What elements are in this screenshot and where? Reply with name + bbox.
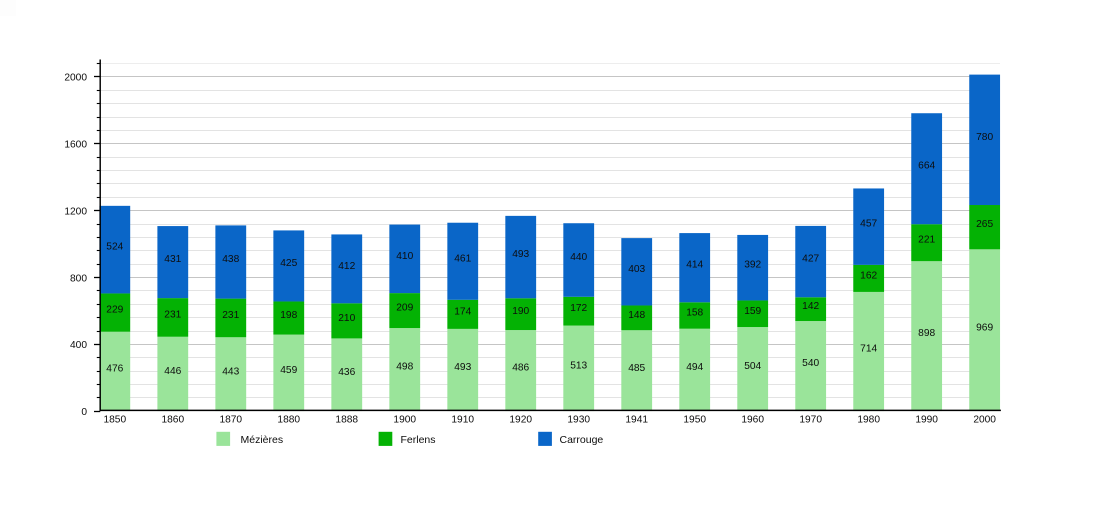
svg-text:493: 493: [512, 249, 529, 260]
svg-text:1880: 1880: [277, 414, 300, 425]
svg-text:443: 443: [222, 366, 239, 377]
svg-text:190: 190: [512, 306, 529, 317]
svg-text:Ferlens: Ferlens: [401, 434, 436, 446]
svg-text:198: 198: [280, 310, 297, 321]
svg-text:485: 485: [628, 363, 645, 374]
svg-text:446: 446: [164, 366, 181, 377]
svg-text:524: 524: [106, 242, 123, 253]
svg-text:1910: 1910: [451, 414, 474, 425]
svg-text:231: 231: [164, 309, 181, 320]
svg-text:221: 221: [918, 235, 935, 246]
svg-text:540: 540: [802, 358, 819, 369]
svg-text:425: 425: [280, 258, 297, 269]
svg-text:1970: 1970: [799, 414, 822, 425]
svg-text:431: 431: [164, 254, 181, 265]
svg-text:440: 440: [570, 252, 587, 263]
svg-text:2000: 2000: [64, 73, 87, 84]
svg-text:2000: 2000: [973, 414, 996, 425]
svg-text:438: 438: [222, 254, 239, 265]
svg-text:1850: 1850: [103, 414, 126, 425]
svg-text:493: 493: [454, 362, 471, 373]
svg-text:400: 400: [70, 340, 87, 351]
svg-text:229: 229: [106, 305, 123, 316]
svg-text:898: 898: [918, 328, 935, 339]
svg-text:148: 148: [628, 310, 645, 321]
svg-text:1200: 1200: [64, 206, 87, 217]
svg-text:1941: 1941: [625, 414, 648, 425]
svg-text:231: 231: [222, 310, 239, 321]
svg-text:476: 476: [106, 364, 123, 375]
svg-text:162: 162: [860, 270, 877, 281]
svg-text:1888: 1888: [335, 414, 358, 425]
svg-text:142: 142: [802, 301, 819, 312]
svg-text:427: 427: [802, 254, 819, 265]
svg-text:158: 158: [686, 308, 703, 319]
svg-text:1990: 1990: [915, 414, 938, 425]
svg-text:1950: 1950: [683, 414, 706, 425]
svg-text:461: 461: [454, 253, 471, 264]
svg-text:1960: 1960: [741, 414, 764, 425]
svg-text:412: 412: [338, 261, 355, 272]
svg-text:0: 0: [81, 407, 87, 418]
svg-text:498: 498: [396, 362, 413, 373]
svg-text:969: 969: [976, 322, 993, 333]
svg-text:209: 209: [396, 303, 413, 314]
svg-text:Carrouge: Carrouge: [560, 434, 604, 446]
svg-text:265: 265: [976, 219, 993, 230]
svg-text:172: 172: [570, 303, 587, 314]
svg-text:664: 664: [918, 161, 935, 172]
svg-text:403: 403: [628, 264, 645, 275]
svg-text:457: 457: [860, 219, 877, 230]
svg-text:392: 392: [744, 260, 761, 271]
svg-text:714: 714: [860, 344, 877, 355]
svg-text:1930: 1930: [567, 414, 590, 425]
svg-text:159: 159: [744, 306, 761, 317]
svg-text:1860: 1860: [161, 414, 184, 425]
svg-text:504: 504: [744, 361, 761, 372]
svg-text:174: 174: [454, 306, 471, 317]
svg-text:436: 436: [338, 367, 355, 378]
svg-text:410: 410: [396, 251, 413, 262]
svg-text:1600: 1600: [64, 140, 87, 151]
svg-text:780: 780: [976, 132, 993, 143]
svg-text:Mézières: Mézières: [241, 434, 284, 446]
svg-text:1900: 1900: [393, 414, 416, 425]
svg-text:1980: 1980: [857, 414, 880, 425]
svg-text:800: 800: [70, 273, 87, 284]
svg-text:513: 513: [570, 360, 587, 371]
svg-text:210: 210: [338, 313, 355, 324]
svg-text:459: 459: [280, 365, 297, 376]
svg-text:1920: 1920: [509, 414, 532, 425]
svg-text:414: 414: [686, 260, 703, 271]
svg-text:486: 486: [512, 363, 529, 374]
svg-text:1870: 1870: [219, 414, 242, 425]
svg-text:494: 494: [686, 362, 703, 373]
